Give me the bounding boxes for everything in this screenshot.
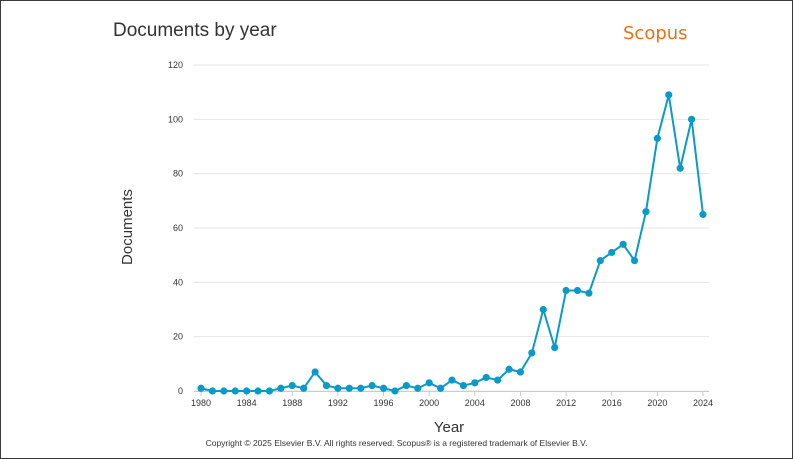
data-point xyxy=(208,387,217,395)
data-point xyxy=(471,379,479,387)
x-axis-title: Year xyxy=(434,419,464,436)
y-tick-label: 120 xyxy=(168,60,183,70)
data-point xyxy=(642,208,650,216)
data-point xyxy=(197,384,205,392)
x-tick-label: 1984 xyxy=(237,398,257,408)
data-point xyxy=(562,286,570,295)
data-point xyxy=(265,387,274,395)
x-tick-label: 2024 xyxy=(693,398,713,408)
data-point xyxy=(528,349,536,357)
chart-title: Documents by year xyxy=(113,20,277,41)
y-tick-label: 60 xyxy=(173,223,183,233)
scopus-logo: Scopus xyxy=(623,23,688,44)
data-point xyxy=(516,368,525,376)
data-point xyxy=(220,387,228,395)
axes: 0 20 40 60 80 100 120 1980 1984 1988 1992 1996 2000 2… xyxy=(168,60,713,408)
data-point xyxy=(665,91,673,99)
data-point xyxy=(334,384,342,392)
data-point xyxy=(357,384,365,392)
y-tick-label: 20 xyxy=(173,332,183,342)
data-point xyxy=(436,384,445,392)
x-tick-label: 1996 xyxy=(374,398,394,408)
data-point xyxy=(699,210,707,219)
y-tick-label: 40 xyxy=(173,277,183,287)
data-point xyxy=(573,286,582,295)
x-tick-label: 2016 xyxy=(602,398,622,408)
data-point xyxy=(379,384,388,392)
data-point xyxy=(619,240,627,248)
y-axis-title: Documents xyxy=(119,189,136,265)
data-point xyxy=(687,115,696,123)
data-point xyxy=(231,387,239,395)
data-point xyxy=(277,384,285,392)
gridlines xyxy=(194,64,709,392)
data-point xyxy=(630,257,639,265)
y-tick-label: 0 xyxy=(178,386,183,396)
data-point xyxy=(391,387,399,395)
data-point xyxy=(425,379,433,387)
series-points-layer xyxy=(197,91,707,395)
data-point xyxy=(608,248,616,257)
series-line-layer xyxy=(200,93,704,392)
data-point xyxy=(459,381,468,390)
x-tick-label: 1980 xyxy=(191,398,211,408)
x-tick-label: 2020 xyxy=(647,398,667,408)
data-point xyxy=(482,373,490,382)
data-point xyxy=(311,368,319,376)
data-point xyxy=(505,365,513,373)
data-point xyxy=(448,376,456,384)
data-point xyxy=(676,164,684,172)
data-point xyxy=(551,343,559,352)
y-tick-label: 100 xyxy=(168,114,183,124)
data-point xyxy=(585,289,593,297)
x-tick-label: 1992 xyxy=(328,398,348,408)
x-tick-label: 1988 xyxy=(282,398,302,408)
data-point xyxy=(402,381,410,390)
data-point xyxy=(539,305,547,314)
data-point xyxy=(414,384,422,392)
data-point xyxy=(288,381,296,390)
data-point xyxy=(243,387,251,395)
data-point xyxy=(345,384,353,392)
data-point xyxy=(368,381,376,390)
data-point xyxy=(322,381,331,390)
copyright-notice: Copyright © 2025 Elsevier B.V. All right… xyxy=(205,438,588,448)
x-tick-label: 2008 xyxy=(510,398,530,408)
data-point xyxy=(653,134,661,142)
data-point xyxy=(596,257,604,265)
x-tick-label: 2000 xyxy=(419,398,439,408)
x-tick-label: 2012 xyxy=(556,398,576,408)
data-point xyxy=(254,387,262,395)
y-tick-label: 80 xyxy=(173,169,183,179)
series-line xyxy=(200,93,704,392)
data-point xyxy=(300,384,308,392)
data-point xyxy=(494,376,502,384)
x-tick-label: 2004 xyxy=(465,398,485,408)
